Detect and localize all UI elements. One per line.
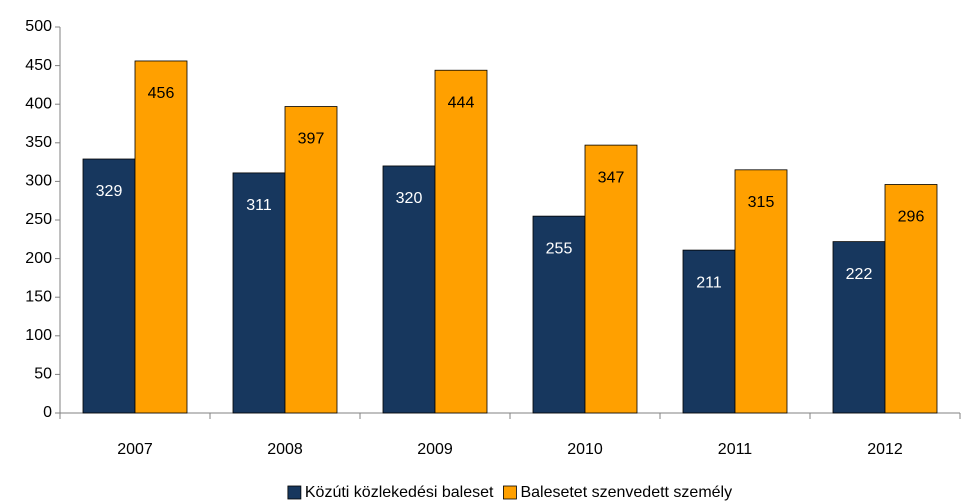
legend-label: Balesetet szenvedett személy <box>520 484 732 501</box>
data-label: 222 <box>846 266 873 283</box>
data-label: 211 <box>696 274 722 291</box>
data-label: 320 <box>396 190 423 207</box>
data-label: 397 <box>298 131 325 148</box>
bar <box>134 60 188 414</box>
bar <box>382 165 436 414</box>
y-tick-label: 200 <box>25 250 52 267</box>
x-tick-label: 2012 <box>867 441 903 458</box>
data-label: 347 <box>598 169 625 186</box>
x-tick-label: 2010 <box>567 441 603 458</box>
bar <box>832 241 886 414</box>
y-tick-label: 400 <box>25 95 52 112</box>
bar <box>82 158 136 414</box>
x-tick-label: 2008 <box>267 441 303 458</box>
data-label: 255 <box>546 240 573 257</box>
legend-swatch <box>503 485 517 500</box>
y-tick-label: 150 <box>25 288 52 305</box>
x-tick-label: 2009 <box>417 441 453 458</box>
legend-label: Közúti közlekedési baleset <box>305 484 494 501</box>
bar <box>232 172 286 414</box>
data-label: 329 <box>96 183 123 200</box>
data-label: 315 <box>748 194 775 211</box>
y-tick-label: 50 <box>34 366 52 383</box>
data-label: 444 <box>448 94 475 111</box>
data-label: 311 <box>246 197 272 214</box>
y-tick-label: 350 <box>25 134 52 151</box>
y-tick-label: 300 <box>25 173 52 190</box>
y-tick-label: 500 <box>25 18 52 35</box>
bar <box>584 144 638 414</box>
x-tick-label: 2007 <box>117 441 153 458</box>
y-tick-label: 450 <box>25 57 52 74</box>
legend-swatch <box>287 485 302 500</box>
bar <box>284 106 338 414</box>
data-label: 296 <box>898 209 925 226</box>
y-tick-label: 100 <box>25 327 52 344</box>
data-label: 456 <box>148 85 175 102</box>
bar <box>434 69 488 414</box>
bar <box>682 249 736 414</box>
y-tick-label: 0 <box>43 404 52 421</box>
bar <box>734 169 788 414</box>
y-tick-label: 250 <box>25 211 52 228</box>
bar <box>884 184 938 414</box>
x-tick-label: 2011 <box>718 441 753 458</box>
